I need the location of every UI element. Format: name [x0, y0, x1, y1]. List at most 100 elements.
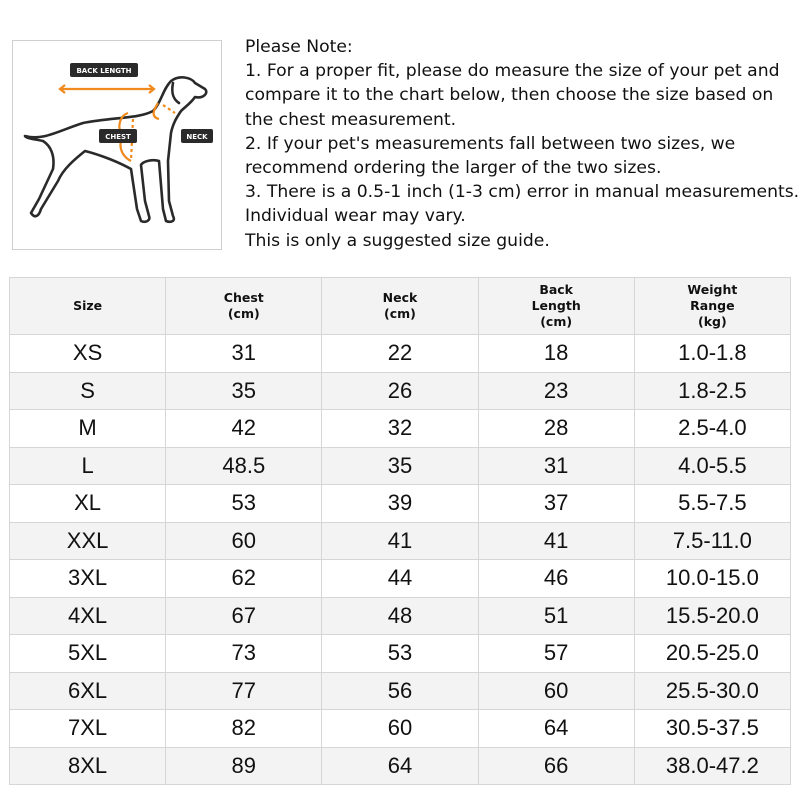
cell-size: 3XL: [8, 559, 167, 598]
cell-weight-range: 1.8-2.5: [633, 371, 792, 410]
cell-neck: 35: [321, 446, 479, 485]
cell-neck: 32: [321, 409, 479, 448]
please-note: Please Note: 1. For a proper fit, please…: [245, 35, 800, 253]
cell-back-length: 51: [477, 596, 635, 635]
header-neck: Neck (cm): [321, 277, 479, 335]
dog-measurement-illustration: BACK LENGTH CHEST NECK: [12, 40, 222, 250]
dog-icon: BACK LENGTH CHEST NECK: [23, 63, 213, 224]
cell-size: 5XL: [8, 634, 167, 673]
neck-label: NECK: [186, 133, 208, 141]
cell-back-length: 23: [477, 371, 635, 410]
cell-chest: 77: [165, 671, 323, 710]
cell-size: M: [8, 409, 167, 448]
note-item-2: 2. If your pet's measurements fall betwe…: [245, 133, 741, 179]
header-text: Weight: [687, 282, 738, 297]
table-row: XL 53 39 37 5.5-7.5: [8, 484, 792, 523]
chest-label: CHEST: [105, 133, 131, 141]
note-item-3: 3. There is a 0.5-1 inch (1-3 cm) error …: [245, 182, 800, 227]
cell-weight-range: 10.0-15.0: [633, 559, 792, 598]
header-text: (cm): [227, 306, 260, 321]
cell-weight-range: 2.5-4.0: [633, 409, 792, 448]
cell-chest: 89: [165, 746, 323, 785]
cell-size: XL: [8, 484, 167, 523]
cell-neck: 56: [321, 671, 479, 710]
cell-back-length: 57: [477, 634, 635, 673]
header-text: (cm): [384, 306, 416, 321]
cell-size: XS: [8, 334, 167, 373]
cell-neck: 41: [321, 521, 479, 560]
cell-chest: 31: [165, 334, 323, 373]
header-size: Size: [8, 277, 167, 335]
table-header-row: Size Chest (cm) Neck (cm) Back Length (cm) Weigh…: [8, 277, 792, 335]
back-length-label: BACK LENGTH: [76, 67, 131, 75]
cell-back-length: 18: [477, 334, 635, 373]
table-row: 6XL 77 56 60 25.5-30.0: [8, 671, 792, 710]
cell-back-length: 64: [477, 709, 635, 748]
header-text: Size: [73, 298, 103, 313]
cell-chest: 35: [165, 371, 323, 410]
cell-neck: 26: [321, 371, 479, 410]
cell-neck: 22: [321, 334, 479, 373]
cell-size: 4XL: [8, 596, 167, 635]
header-text: Length: [531, 298, 581, 313]
cell-back-length: 60: [477, 671, 635, 710]
cell-chest: 82: [165, 709, 323, 748]
header-chest: Chest (cm): [165, 277, 323, 335]
header-back-length: Back Length (cm): [477, 277, 635, 335]
header-text: Chest: [223, 290, 264, 305]
table-row: 4XL 67 48 51 15.5-20.0: [8, 596, 792, 635]
table-row: XS 31 22 18 1.0-1.8: [8, 334, 792, 373]
cell-back-length: 41: [477, 521, 635, 560]
cell-weight-range: 20.5-25.0: [633, 634, 792, 673]
cell-weight-range: 7.5-11.0: [633, 521, 792, 560]
cell-size: 6XL: [8, 671, 167, 710]
table-row: 3XL 62 44 46 10.0-15.0: [8, 559, 792, 598]
table-row: M 42 32 28 2.5-4.0: [8, 409, 792, 448]
note-title: Please Note:: [245, 37, 353, 57]
cell-neck: 48: [321, 596, 479, 635]
cell-neck: 53: [321, 634, 479, 673]
cell-size: 7XL: [8, 709, 167, 748]
table-row: 5XL 73 53 57 20.5-25.0: [8, 634, 792, 673]
cell-neck: 39: [321, 484, 479, 523]
table-row: 8XL 89 64 66 38.0-47.2: [8, 746, 792, 785]
cell-back-length: 46: [477, 559, 635, 598]
table-row: S 35 26 23 1.8-2.5: [8, 371, 792, 410]
cell-weight-range: 1.0-1.8: [633, 334, 792, 373]
cell-neck: 44: [321, 559, 479, 598]
cell-back-length: 66: [477, 746, 635, 785]
cell-neck: 64: [321, 746, 479, 785]
header-text: (cm): [540, 314, 573, 329]
cell-chest: 67: [165, 596, 323, 635]
cell-weight-range: 38.0-47.2: [633, 746, 792, 785]
cell-chest: 73: [165, 634, 323, 673]
cell-back-length: 37: [477, 484, 635, 523]
note-item-1: 1. For a proper fit, please do measure t…: [245, 61, 785, 130]
table-row: L 48.5 35 31 4.0-5.5: [8, 446, 792, 485]
header-text: Back: [539, 282, 573, 297]
cell-chest: 60: [165, 521, 323, 560]
cell-chest: 53: [165, 484, 323, 523]
note-disclaimer: This is only a suggested size guide.: [245, 230, 550, 251]
cell-weight-range: 30.5-37.5: [633, 709, 792, 748]
header-text: (kg): [698, 314, 727, 329]
cell-size: XXL: [8, 521, 167, 560]
cell-back-length: 28: [477, 409, 635, 448]
header-text: Range: [690, 298, 735, 313]
cell-back-length: 31: [477, 446, 635, 485]
table-row: 7XL 82 60 64 30.5-37.5: [8, 709, 792, 748]
cell-neck: 60: [321, 709, 479, 748]
table-row: XXL 60 41 41 7.5-11.0: [8, 521, 792, 560]
cell-weight-range: 15.5-20.0: [633, 596, 792, 635]
cell-chest: 62: [165, 559, 323, 598]
cell-chest: 48.5: [165, 446, 323, 485]
header-text: Neck: [382, 290, 418, 305]
cell-size: S: [8, 371, 167, 410]
cell-weight-range: 4.0-5.5: [633, 446, 792, 485]
size-chart-table: Size Chest (cm) Neck (cm) Back Length (cm) Weigh…: [8, 277, 792, 785]
cell-size: 8XL: [8, 746, 167, 785]
cell-chest: 42: [165, 409, 323, 448]
cell-weight-range: 25.5-30.0: [633, 671, 792, 710]
cell-weight-range: 5.5-7.5: [633, 484, 792, 523]
header-weight-range: Weight Range (kg): [633, 277, 792, 335]
